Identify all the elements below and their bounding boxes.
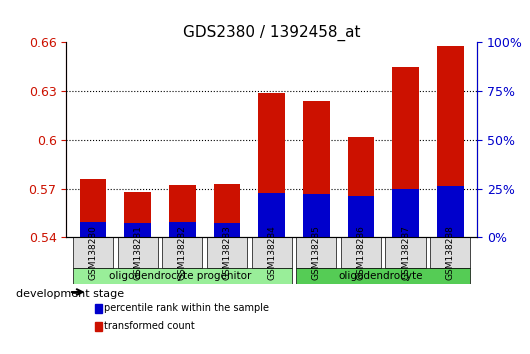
Bar bbox=[392, 67, 419, 237]
FancyBboxPatch shape bbox=[430, 237, 470, 268]
Bar bbox=[258, 93, 285, 237]
Bar bbox=[214, 223, 241, 228]
Text: percentile rank within the sample: percentile rank within the sample bbox=[104, 303, 269, 313]
FancyBboxPatch shape bbox=[162, 237, 202, 268]
Bar bbox=[80, 224, 107, 237]
Text: oligodendrocyte: oligodendrocyte bbox=[339, 271, 423, 281]
Bar bbox=[125, 226, 151, 237]
Title: GDS2380 / 1392458_at: GDS2380 / 1392458_at bbox=[183, 25, 360, 41]
Bar bbox=[392, 189, 419, 194]
Bar bbox=[296, 268, 470, 284]
FancyBboxPatch shape bbox=[73, 237, 113, 268]
FancyBboxPatch shape bbox=[207, 237, 247, 268]
Bar bbox=[303, 196, 330, 237]
Bar bbox=[80, 179, 107, 237]
Text: transformed count: transformed count bbox=[104, 321, 195, 331]
Bar bbox=[258, 195, 285, 237]
Bar bbox=[214, 226, 241, 237]
Text: GSM138283: GSM138283 bbox=[223, 225, 232, 280]
Bar bbox=[169, 185, 196, 237]
Text: oligodendrocyte progenitor: oligodendrocyte progenitor bbox=[109, 271, 251, 281]
Text: GSM138280: GSM138280 bbox=[89, 225, 98, 280]
Text: GSM138287: GSM138287 bbox=[401, 225, 410, 280]
Bar bbox=[169, 222, 196, 227]
FancyBboxPatch shape bbox=[385, 237, 426, 268]
FancyBboxPatch shape bbox=[341, 237, 381, 268]
Text: GSM138282: GSM138282 bbox=[178, 225, 187, 280]
Bar bbox=[437, 46, 464, 237]
FancyBboxPatch shape bbox=[118, 237, 158, 268]
Bar bbox=[80, 222, 107, 227]
Bar bbox=[348, 196, 374, 201]
Bar bbox=[73, 268, 292, 284]
Bar bbox=[348, 137, 374, 237]
Bar bbox=[303, 194, 330, 199]
Bar bbox=[392, 192, 419, 237]
Bar bbox=[437, 189, 464, 237]
Text: GSM138281: GSM138281 bbox=[133, 225, 142, 280]
Bar bbox=[214, 184, 241, 237]
Text: GSM138288: GSM138288 bbox=[446, 225, 455, 280]
Bar bbox=[348, 198, 374, 237]
Bar bbox=[169, 224, 196, 237]
FancyBboxPatch shape bbox=[296, 237, 337, 268]
Text: GSM138286: GSM138286 bbox=[356, 225, 365, 280]
Text: GSM138284: GSM138284 bbox=[267, 225, 276, 280]
FancyBboxPatch shape bbox=[252, 237, 292, 268]
Bar bbox=[258, 193, 285, 198]
Bar bbox=[437, 186, 464, 191]
Bar bbox=[125, 192, 151, 237]
Text: development stage: development stage bbox=[16, 289, 124, 299]
Bar bbox=[303, 101, 330, 237]
Text: GSM138285: GSM138285 bbox=[312, 225, 321, 280]
Bar bbox=[125, 223, 151, 228]
